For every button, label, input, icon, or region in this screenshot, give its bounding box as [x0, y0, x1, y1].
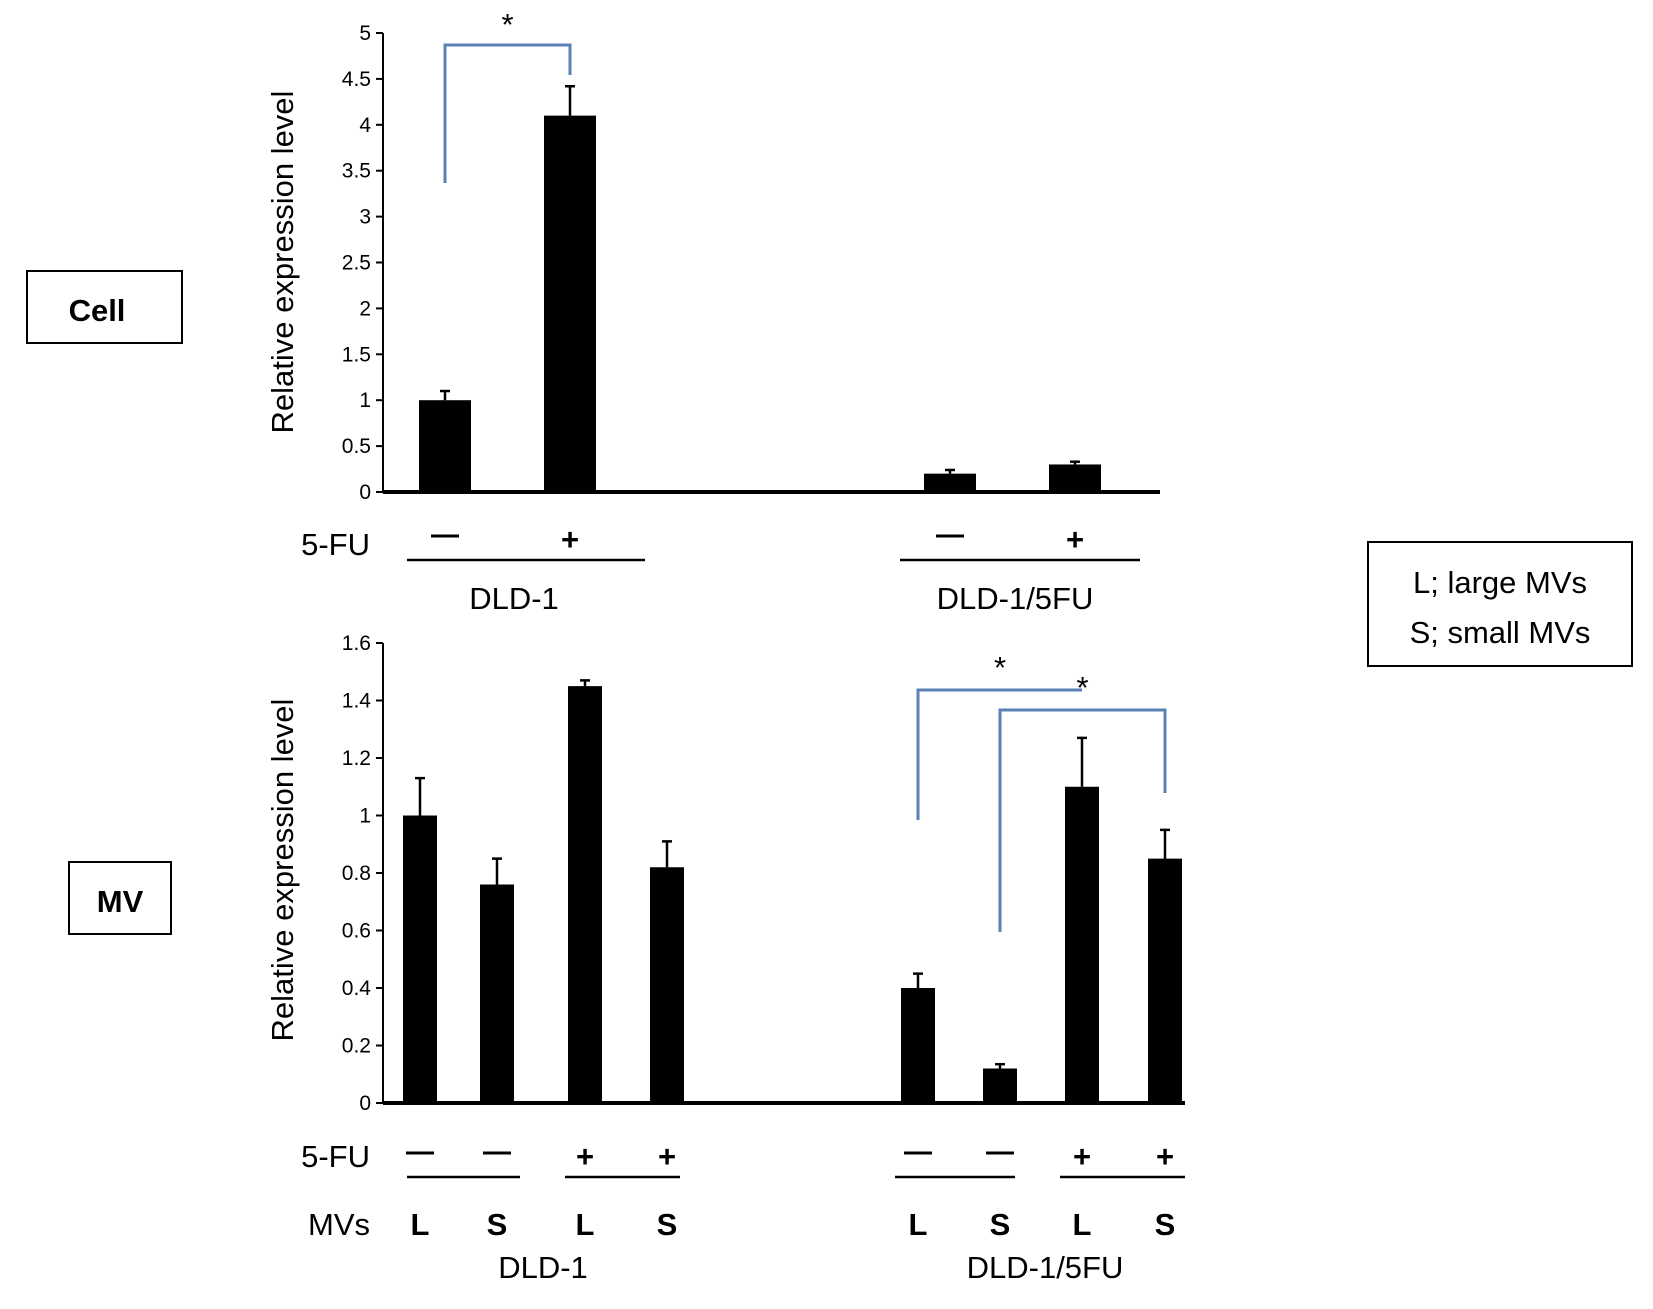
- y-tick-label: 0.5: [342, 435, 371, 458]
- y-tick-label: 1.2: [342, 747, 371, 770]
- y-tick-label: 2.5: [342, 252, 371, 275]
- bar: [419, 400, 471, 492]
- mv-size-label: L: [576, 1207, 595, 1242]
- bar: [403, 815, 437, 1103]
- mv-size-label: S: [1155, 1207, 1176, 1242]
- y-tick-label: 0: [359, 1092, 371, 1115]
- bar: [480, 884, 514, 1103]
- y-tick-label: 1.4: [342, 690, 372, 713]
- legend-small: S; small MVs: [1410, 615, 1591, 650]
- mv-chart: 0 0.2 0.4 0.6 0.8 1 1.2 1.4 1.6 Relative expressi…: [265, 632, 1185, 1285]
- treatment-plus: +: [561, 522, 579, 557]
- y-tick-label: 1.6: [342, 632, 371, 655]
- mv-label-box: MV: [68, 861, 172, 935]
- treatment-plus: +: [1073, 1139, 1091, 1174]
- bar: [924, 473, 976, 492]
- y-tick-label: 0.4: [342, 977, 372, 1000]
- mv-label: MV: [97, 884, 144, 919]
- bar: [1148, 858, 1182, 1103]
- y-tick-label: 0.8: [342, 862, 371, 885]
- significance-bracket: [916, 688, 1082, 820]
- bar: [901, 988, 935, 1103]
- group-label: DLD-1: [498, 1250, 588, 1285]
- mv-size-label: L: [909, 1207, 928, 1242]
- bar: [1065, 786, 1099, 1103]
- mv-size-label: L: [1073, 1207, 1092, 1242]
- significance-bracket: [443, 43, 572, 183]
- treatment-plus: +: [576, 1139, 594, 1174]
- y-tick-label: 0.2: [342, 1035, 371, 1058]
- y-axis-title: Relative expression level: [265, 699, 300, 1042]
- y-tick-label: 3: [359, 206, 371, 229]
- treatment-plus: +: [1156, 1139, 1174, 1174]
- y-tick-label: 4.5: [342, 68, 371, 91]
- bar: [983, 1068, 1017, 1103]
- treatment-plus: +: [658, 1139, 676, 1174]
- group-label: DLD-1: [469, 581, 559, 616]
- significance-bracket: [998, 708, 1167, 932]
- y-tick-label: 4: [359, 114, 371, 137]
- mv-size-label: S: [657, 1207, 678, 1242]
- treatment-plus: +: [1066, 522, 1084, 557]
- group-label: DLD-1/5FU: [967, 1250, 1124, 1285]
- cell-label: Cell: [69, 293, 126, 328]
- significance-star: *: [994, 650, 1006, 685]
- y-axis-title: Relative expression level: [265, 91, 300, 434]
- y-tick-label: 5: [359, 22, 371, 45]
- y-tick-label: 1: [359, 805, 371, 828]
- significance-star: *: [1076, 670, 1088, 705]
- mv-size-label: S: [487, 1207, 508, 1242]
- cell-label-box: Cell: [26, 270, 183, 344]
- significance-star: *: [501, 7, 513, 42]
- bar: [544, 115, 596, 493]
- group-label: DLD-1/5FU: [937, 581, 1094, 616]
- mvs-row-label: MVs: [308, 1207, 370, 1242]
- y-tick-label: 2: [359, 297, 371, 320]
- bar: [1049, 464, 1101, 492]
- y-tick-label: 3.5: [342, 160, 371, 183]
- treatment-row-label: 5-FU: [301, 1139, 370, 1174]
- y-tick-label: 1.5: [342, 343, 371, 366]
- legend-box: L; large MVs S; small MVs: [1367, 541, 1633, 667]
- y-tick-label: 0.6: [342, 920, 371, 943]
- treatment-row-label: 5-FU: [301, 527, 370, 562]
- legend-large: L; large MVs: [1413, 565, 1587, 600]
- bar: [650, 867, 684, 1103]
- bar: [568, 686, 602, 1103]
- mv-size-label: L: [411, 1207, 430, 1242]
- cell-chart: 0 0.5 1 1.5 2 2.5 3 3.5 4 4.5 5 Relative expression…: [265, 7, 1160, 616]
- y-tick-label: 0: [359, 481, 371, 504]
- mv-size-label: S: [990, 1207, 1011, 1242]
- y-tick-label: 1: [359, 389, 371, 412]
